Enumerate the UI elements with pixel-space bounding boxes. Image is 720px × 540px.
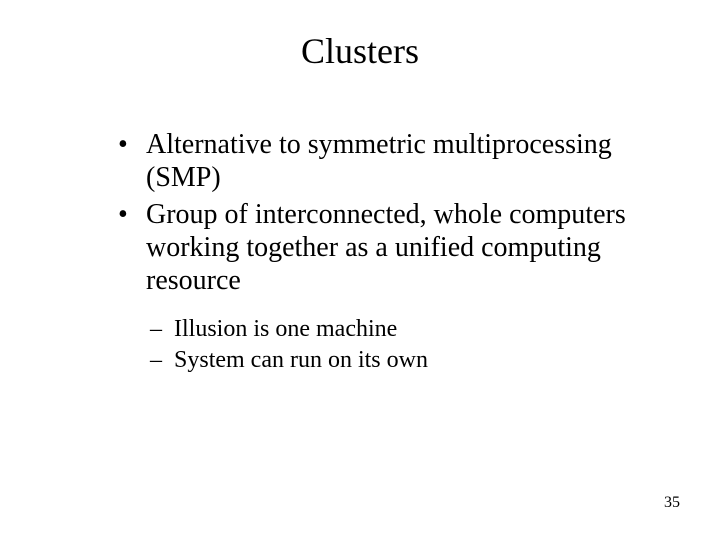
bullet-dash-icon: –: [146, 315, 174, 344]
slide-body: • Alternative to symmetric multiprocessi…: [108, 128, 648, 377]
bullet-level1: • Alternative to symmetric multiprocessi…: [108, 128, 648, 194]
bullet-dash-icon: –: [146, 346, 174, 375]
sub-bullet-block: – Illusion is one machine – System can r…: [108, 315, 648, 375]
bullet-text: Illusion is one machine: [174, 315, 648, 344]
bullet-text: Alternative to symmetric multiprocessing…: [146, 128, 648, 194]
bullet-level2: – System can run on its own: [146, 346, 648, 375]
bullet-dot-icon: •: [108, 198, 146, 231]
bullet-dot-icon: •: [108, 128, 146, 161]
slide: Clusters • Alternative to symmetric mult…: [0, 0, 720, 540]
slide-title: Clusters: [0, 30, 720, 72]
bullet-level2: – Illusion is one machine: [146, 315, 648, 344]
bullet-level1: • Group of interconnected, whole compute…: [108, 198, 648, 297]
page-number: 35: [664, 494, 680, 512]
bullet-text: System can run on its own: [174, 346, 648, 375]
bullet-text: Group of interconnected, whole computers…: [146, 198, 648, 297]
